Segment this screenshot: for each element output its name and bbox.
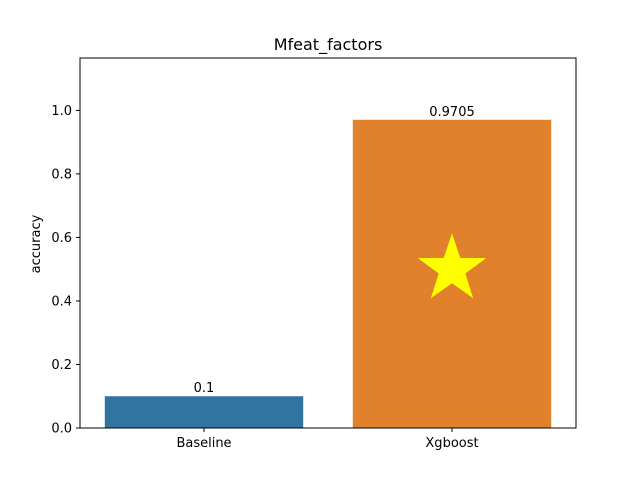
axes-layer: Baseline Xgboost 0.0 0.2 0.4 0.6 0.8 1.0 [51,57,577,451]
x-tick-label-baseline: Baseline [176,436,231,451]
x-tick-label-xgboost: Xgboost [425,436,478,451]
y-tick-label: 0.6 [51,231,72,246]
star-marker [417,233,487,299]
markers-layer [417,233,487,299]
y-tick-label: 0.0 [51,422,72,437]
value-label-baseline: 0.1 [194,381,215,396]
bar-baseline [104,396,304,428]
value-label-xgboost: 0.9705 [429,105,475,120]
y-tick-label: 0.2 [51,358,72,373]
y-tick-label: 0.4 [51,294,72,309]
y-tick-label: 1.0 [51,104,72,119]
value-labels-layer: 0.1 0.9705 [194,105,475,396]
y-axis-label: accuracy [29,214,44,273]
plot-frame [79,57,577,429]
bars-layer [104,119,552,429]
y-tick-label: 0.8 [51,167,72,182]
chart-title: Mfeat_factors [274,35,383,55]
